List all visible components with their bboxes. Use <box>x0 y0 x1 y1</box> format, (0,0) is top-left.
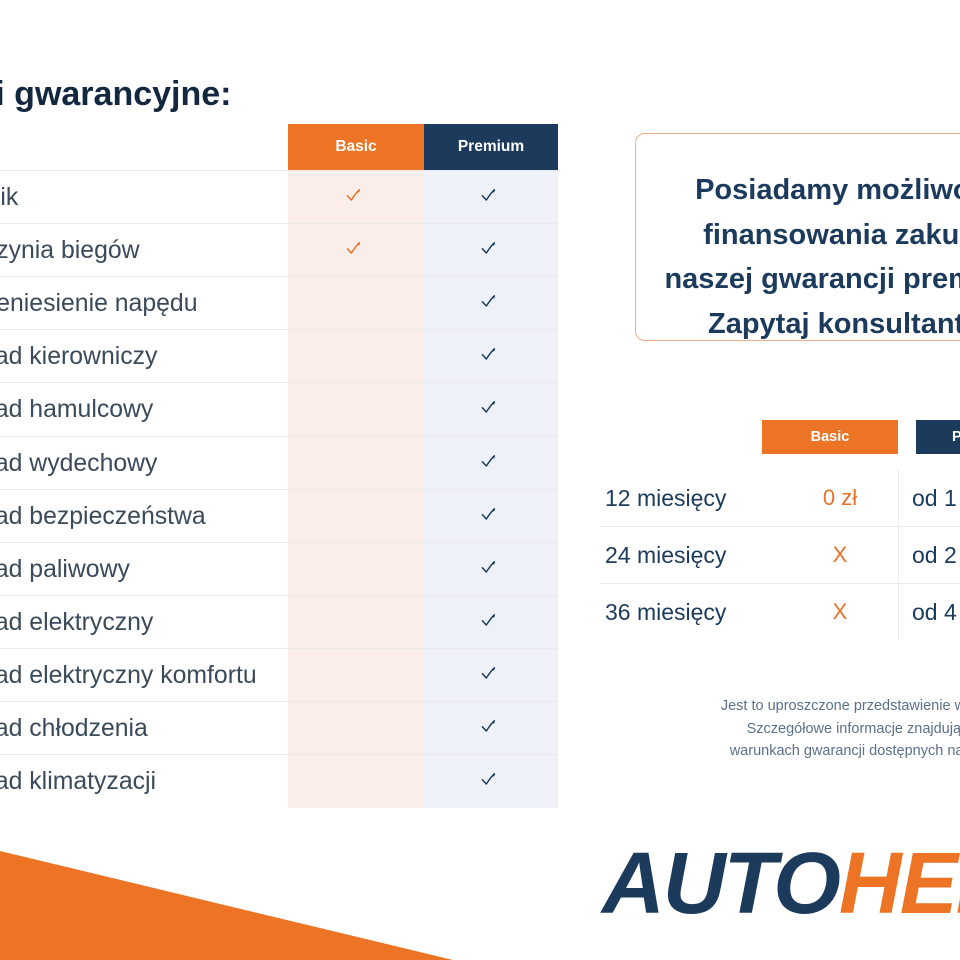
svg-text:AUTOHERO: AUTOHERO <box>600 840 960 932</box>
